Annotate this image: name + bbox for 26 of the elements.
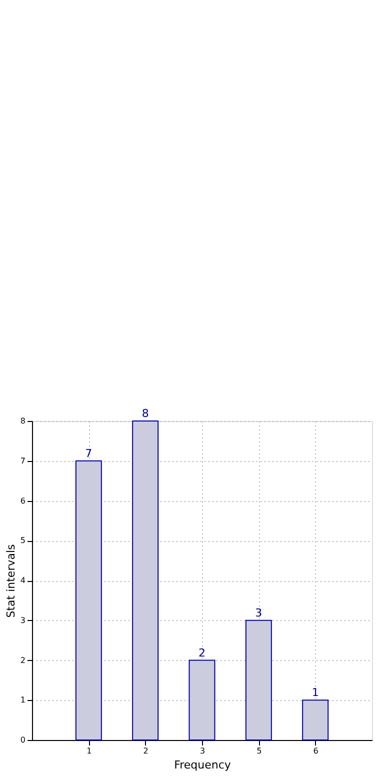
y-tick-label: 7 [20,456,26,466]
y-tick-label: 3 [20,616,26,625]
y-tick-label: 6 [20,496,26,506]
x-tick-label: 6 [313,746,318,756]
y-tick-label: 5 [20,536,26,546]
data-label: 3 [255,606,262,620]
bar [302,700,329,740]
x-tick-label: 2 [143,746,148,756]
y-tick-label: 4 [20,576,26,585]
data-label: 8 [142,407,149,420]
x-tick-label: 5 [256,746,262,756]
x-tick-label: 3 [200,746,206,756]
bar [188,660,216,740]
data-label: 2 [198,646,206,660]
y-tick-label: 0 [20,736,26,744]
y-axis-title: Stat intervals [4,544,18,618]
y-tick-label: 2 [20,656,26,665]
data-label: 7 [85,446,92,460]
x-tick-label: 1 [86,746,92,756]
bar [75,460,102,740]
y-tick-label: 1 [20,696,26,705]
bar [245,620,272,740]
data-label: 1 [312,686,319,700]
bar [132,420,159,740]
y-tick-label: 8 [20,416,26,426]
x-axis-title: Frequency [174,758,232,772]
